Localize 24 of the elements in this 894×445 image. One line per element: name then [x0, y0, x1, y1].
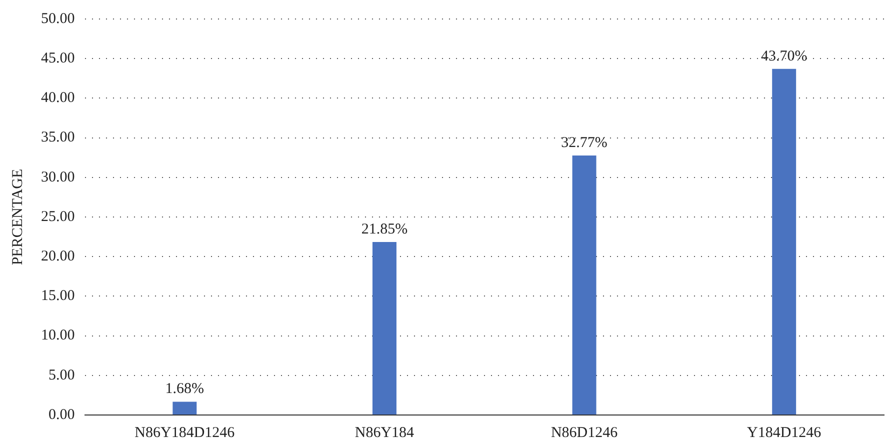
data-label: 21.85% — [361, 221, 408, 238]
y-tick-label: 0.00 — [48, 406, 75, 423]
y-tick-label: 45.00 — [41, 50, 75, 67]
data-label: 32.77% — [561, 134, 608, 151]
x-tick-label: N86D1246 — [550, 424, 618, 441]
x-tick-label: N86Y184 — [354, 424, 415, 441]
y-tick-label: 40.00 — [41, 90, 75, 106]
x-tick-label: Y184D1246 — [747, 424, 822, 441]
y-tick-label: 30.00 — [41, 169, 75, 186]
bar — [172, 402, 197, 414]
y-tick-label: 20.00 — [41, 248, 75, 265]
bar — [372, 242, 396, 414]
y-axis-title: PERCENTAGE — [10, 168, 26, 266]
y-tick-label: 35.00 — [41, 130, 75, 146]
bar — [772, 68, 796, 414]
y-tick-label: 5.00 — [48, 367, 75, 384]
y-tick-label: 25.00 — [41, 208, 75, 225]
data-label: 1.68% — [165, 381, 204, 398]
data-label: 43.70% — [760, 48, 808, 64]
bar — [572, 155, 596, 414]
y-tick-label: 50.00 — [41, 10, 75, 27]
x-tick-label: N86Y184D1246 — [134, 424, 236, 441]
y-tick-label: 10.00 — [41, 328, 75, 344]
y-tick-label: 15.00 — [41, 288, 75, 304]
